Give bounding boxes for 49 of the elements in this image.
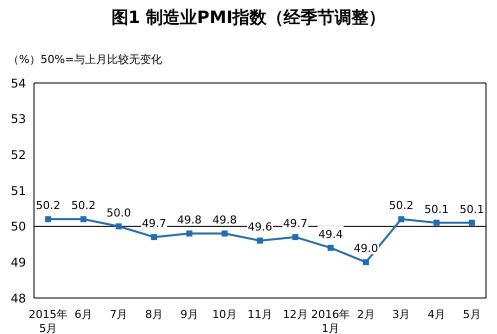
x-tick-label: 5月 <box>462 308 481 321</box>
y-tick-label: 48 <box>10 291 26 306</box>
x-tick-label: 12月 <box>282 308 308 321</box>
y-tick-label: 52 <box>10 148 26 162</box>
point <box>186 230 192 236</box>
x-tick-label: 9月 <box>180 308 198 321</box>
x-tick-label: 6月 <box>74 308 92 321</box>
data-label: 50.2 <box>389 199 414 212</box>
x-tick-label: 11月 <box>248 308 272 321</box>
data-label: 49.8 <box>177 214 202 226</box>
point <box>398 216 404 222</box>
data-label: 50.2 <box>36 199 60 212</box>
point <box>292 234 298 240</box>
y-tick-label: 54 <box>10 76 26 90</box>
data-label: 49.7 <box>283 217 308 230</box>
data-label: 49.0 <box>354 242 378 256</box>
data-label: 50.0 <box>106 206 131 220</box>
point <box>151 234 158 240</box>
point <box>434 220 440 226</box>
data-label: 49.8 <box>212 214 237 226</box>
chart-title: 图1 制造业PMI指数（经季节调整） <box>110 7 387 29</box>
point <box>362 259 369 266</box>
point <box>328 244 334 251</box>
point <box>45 216 52 222</box>
data-label: 50.2 <box>71 199 96 212</box>
x-tick-label: 2月 <box>356 308 375 321</box>
x-tick-label: 10月 <box>212 308 238 321</box>
text: 50%=与上月比较无变化 <box>40 53 162 66</box>
x-tick-label: 7月 <box>110 308 128 321</box>
data-label: 49.4 <box>318 228 343 241</box>
y-tick-label: 53 <box>10 112 26 126</box>
data-label: 50.1 <box>460 202 484 216</box>
data-label: 49.7 <box>142 217 166 230</box>
point <box>116 223 122 230</box>
y-tick-label: 51 <box>10 184 26 198</box>
data-label: 49.6 <box>248 220 272 234</box>
y-tick-label: 50 <box>10 220 26 234</box>
x-tick-label: 4月 <box>428 308 446 321</box>
x-tick-label: 2015年 5月 <box>28 308 68 334</box>
x-tick-label: 2016年 1月 <box>311 308 350 334</box>
point <box>257 238 263 244</box>
point <box>80 216 86 222</box>
x-tick-label: 8月 <box>145 308 164 321</box>
point <box>222 230 228 236</box>
x-tick-label: 3月 <box>392 308 410 321</box>
point <box>468 220 475 226</box>
y-tick-label: 49 <box>10 255 26 270</box>
data-label: 50.1 <box>424 202 449 216</box>
y-axis-title: （%） <box>8 53 40 66</box>
